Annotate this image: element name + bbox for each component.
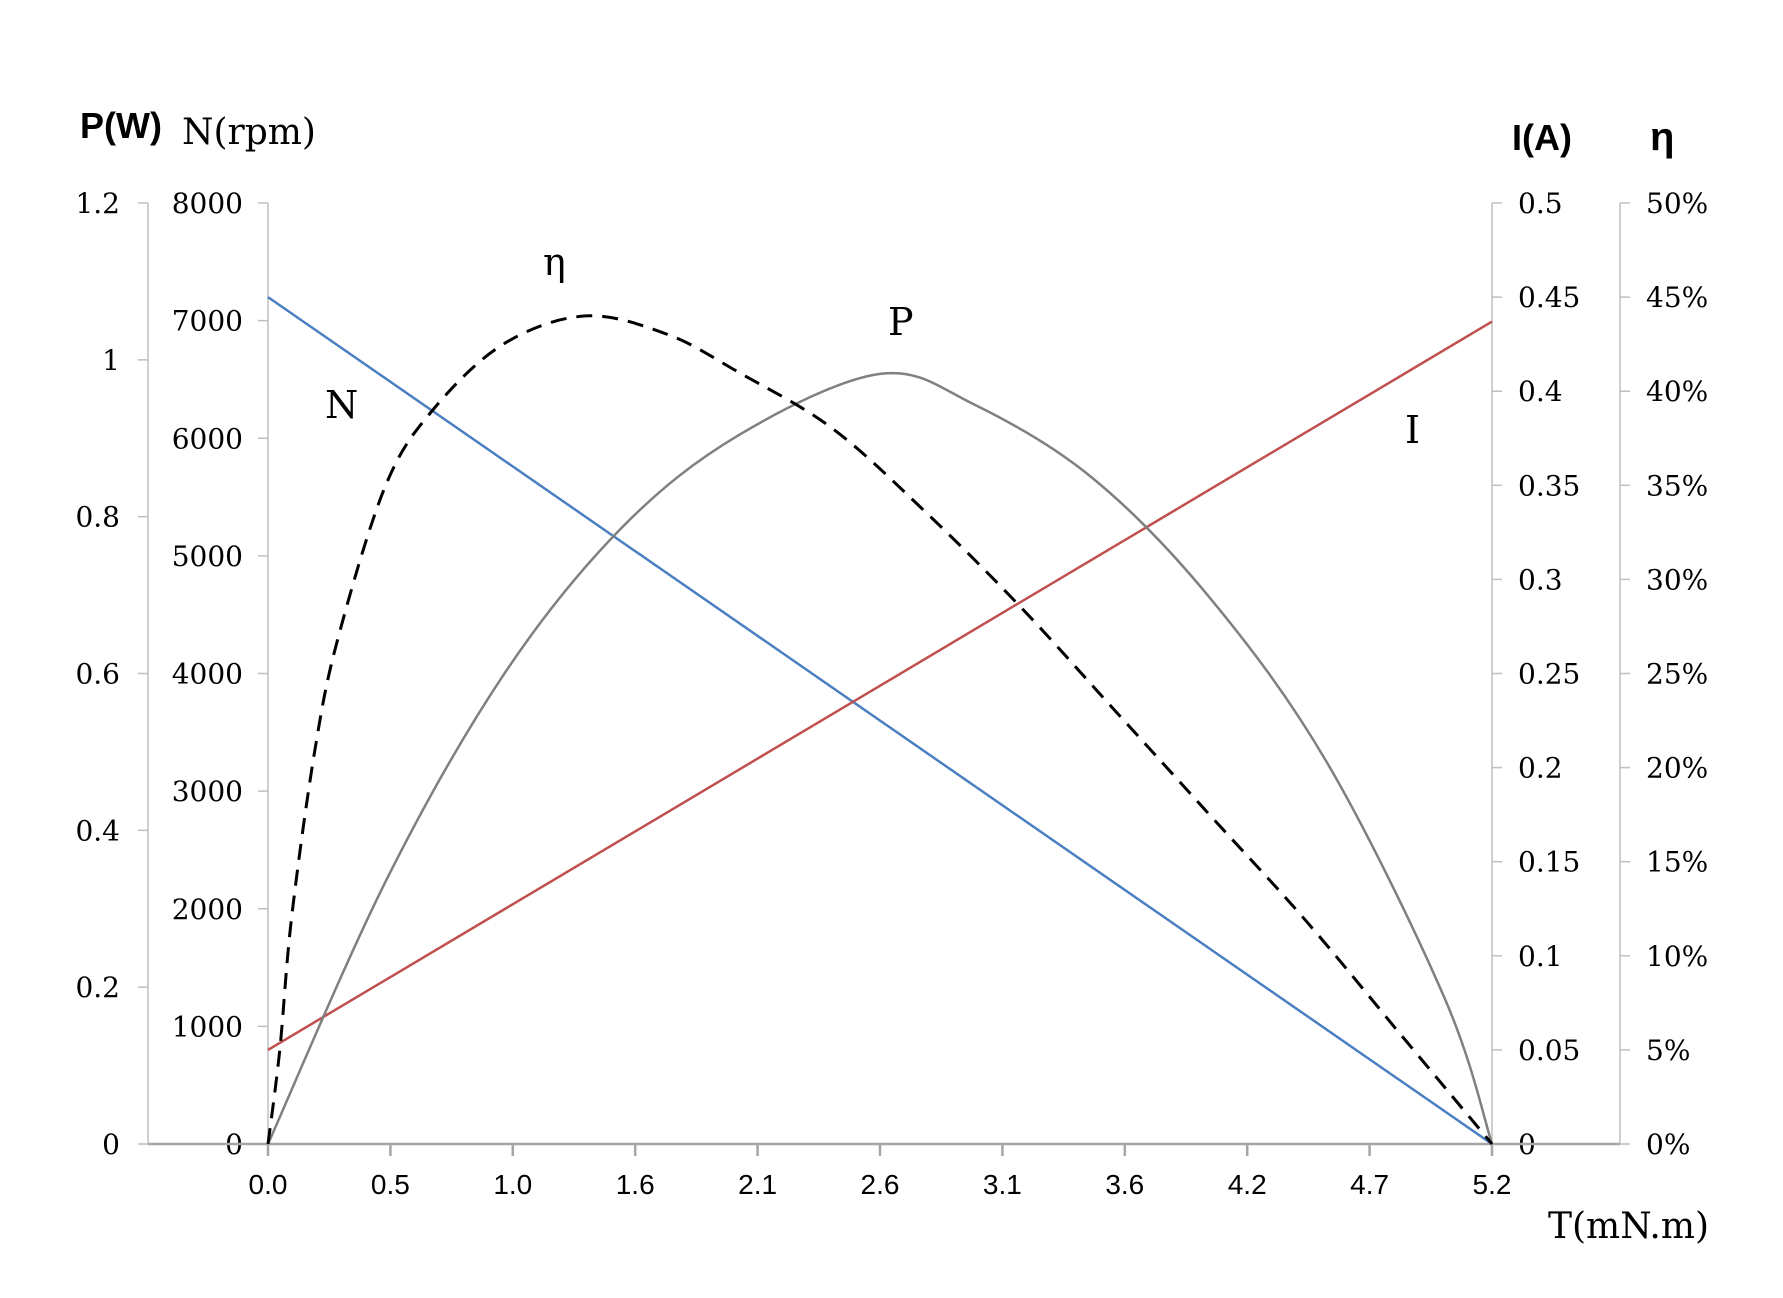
eta-tick-label: 45% xyxy=(1646,281,1708,314)
x-axis-title: T(mN.m) xyxy=(1548,1206,1709,1247)
n-axis-title: N(rpm) xyxy=(182,112,316,153)
axes-layer: 00.20.40.60.811.201000200030004000500060… xyxy=(75,187,1708,1200)
p-tick-label: 0 xyxy=(102,1128,120,1161)
i-tick-label: 0.3 xyxy=(1518,563,1563,596)
efficiency-series-line xyxy=(266,314,1494,1145)
i-tick-label: 0.45 xyxy=(1518,281,1580,314)
n-tick-label: 6000 xyxy=(172,422,243,455)
n-tick-label: 1000 xyxy=(172,1010,243,1043)
i-axis-title: I(A) xyxy=(1512,117,1572,158)
curve-label-eta: η xyxy=(543,240,566,284)
i-tick-label: 0.5 xyxy=(1518,187,1563,220)
x-tick-label: 3.6 xyxy=(1105,1169,1144,1200)
eta-tick-label: 20% xyxy=(1646,752,1708,785)
eta-tick-label: 30% xyxy=(1646,563,1708,596)
x-tick-label: 1.6 xyxy=(616,1169,655,1200)
curve-label-p: P xyxy=(888,300,914,344)
eta-tick-label: 5% xyxy=(1646,1034,1690,1067)
eta-tick-label: 0% xyxy=(1646,1128,1690,1161)
n-tick-label: 3000 xyxy=(172,775,243,808)
i-tick-label: 0.2 xyxy=(1518,752,1563,785)
p-axis-title: P(W) xyxy=(80,105,162,146)
n-tick-label: 4000 xyxy=(172,658,243,691)
current-series-line xyxy=(267,320,1493,1051)
x-tick-label: 2.6 xyxy=(861,1169,900,1200)
p-tick-label: 0.6 xyxy=(75,658,120,691)
i-tick-label: 0.35 xyxy=(1518,469,1580,502)
labels-layer: P(W) N(rpm) I(A) η T(mN.m) N η P I xyxy=(80,105,1709,1247)
eta-axis-title: η xyxy=(1650,115,1674,159)
series-layer xyxy=(266,296,1494,1146)
n-tick-label: 5000 xyxy=(172,540,243,573)
p-tick-label: 0.8 xyxy=(75,501,120,534)
power-series-line xyxy=(266,371,1494,1145)
x-tick-label: 0.5 xyxy=(371,1169,410,1200)
n-tick-label: 2000 xyxy=(172,893,243,926)
p-tick-label: 1 xyxy=(102,344,120,377)
x-tick-label: 4.2 xyxy=(1228,1169,1267,1200)
eta-tick-label: 15% xyxy=(1646,846,1708,879)
i-tick-label: 0.25 xyxy=(1518,658,1580,691)
n-tick-label: 8000 xyxy=(172,187,243,220)
eta-tick-label: 35% xyxy=(1646,469,1708,502)
x-tick-label: 2.1 xyxy=(738,1169,777,1200)
n-tick-label: 7000 xyxy=(172,305,243,338)
i-tick-label: 0.05 xyxy=(1518,1034,1580,1067)
x-tick-label: 0.0 xyxy=(249,1169,288,1200)
x-tick-label: 1.0 xyxy=(493,1169,532,1200)
p-tick-label: 0.2 xyxy=(75,971,120,1004)
eta-tick-label: 40% xyxy=(1646,375,1708,408)
x-tick-label: 5.2 xyxy=(1473,1169,1512,1200)
curve-label-n: N xyxy=(325,383,358,427)
p-tick-label: 1.2 xyxy=(75,187,120,220)
curve-label-i: I xyxy=(1405,408,1420,452)
eta-tick-label: 25% xyxy=(1646,658,1708,691)
i-tick-label: 0.1 xyxy=(1518,940,1563,973)
speed-series-line xyxy=(267,296,1493,1146)
eta-tick-label: 10% xyxy=(1646,940,1708,973)
i-tick-label: 0.15 xyxy=(1518,846,1580,879)
x-tick-label: 4.7 xyxy=(1350,1169,1389,1200)
eta-tick-label: 50% xyxy=(1646,187,1708,220)
i-tick-label: 0.4 xyxy=(1518,375,1563,408)
x-tick-label: 3.1 xyxy=(983,1169,1022,1200)
p-tick-label: 0.4 xyxy=(75,814,120,847)
